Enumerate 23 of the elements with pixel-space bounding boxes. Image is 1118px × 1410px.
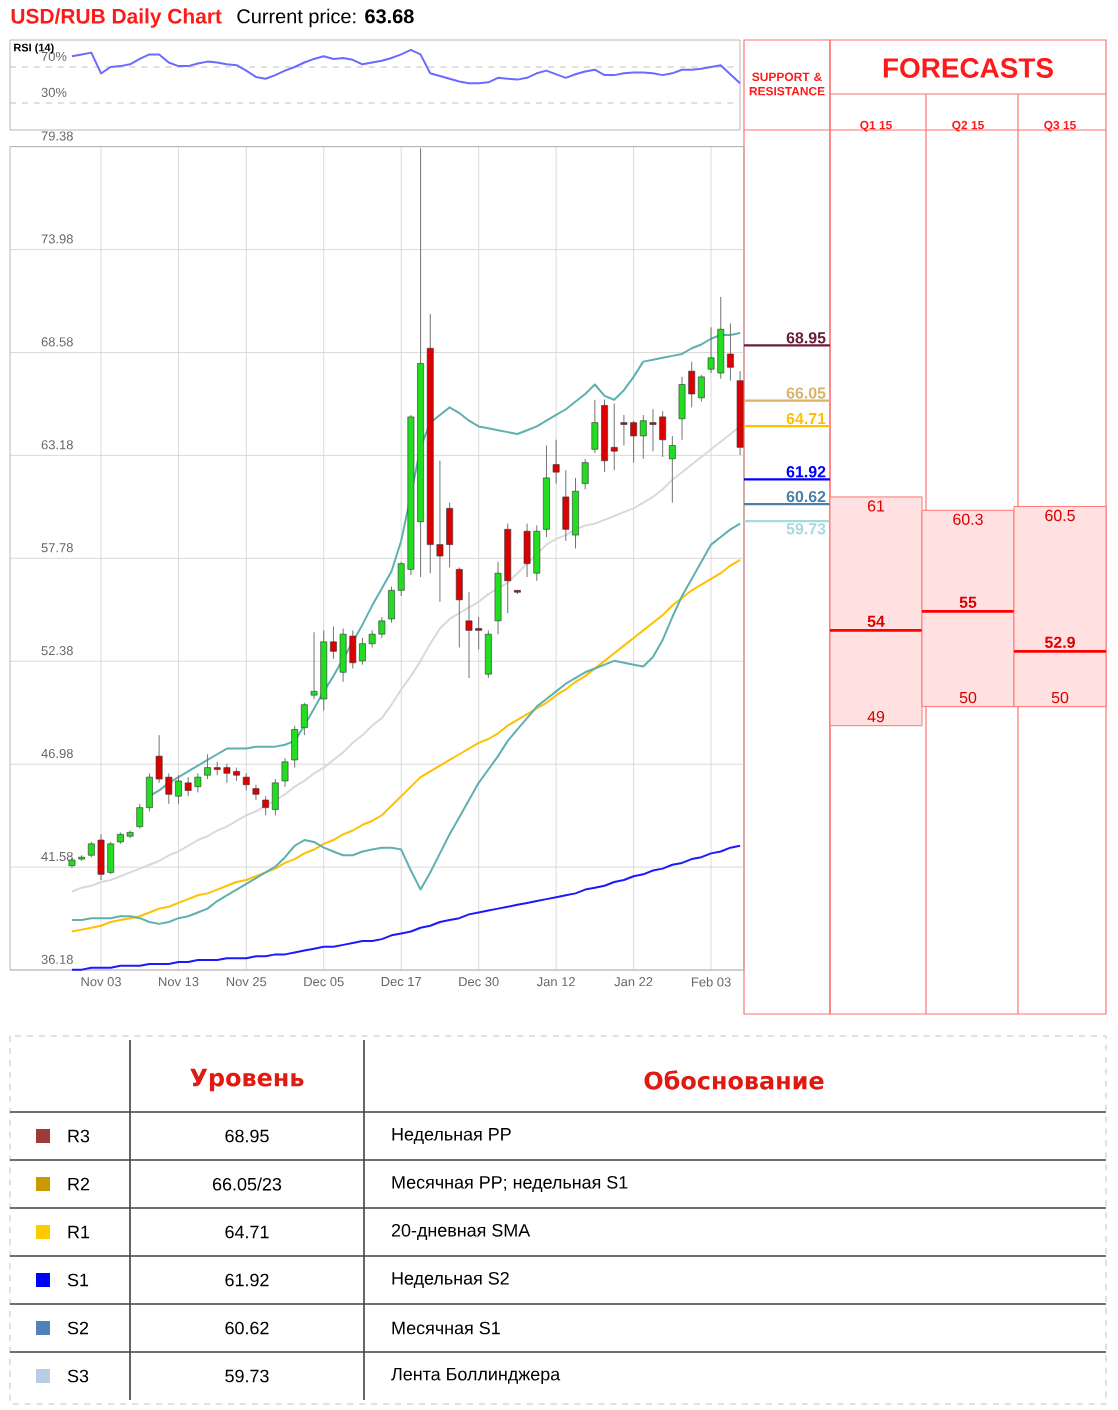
category-label: R1 [68,1225,90,1239]
category-label: R3 [68,1129,90,1143]
text: Обоснование [644,1070,824,1090]
chart-subtitle: Current price: 63.68 [237,8,414,28]
category-label: S1 [67,1273,89,1287]
text: Лента Боллинджера [391,1367,561,1385]
text: Недельная S2 [392,1271,509,1289]
category-label: R2 [68,1177,90,1191]
text: FORECASTS [883,58,1053,78]
text: Недельная PP [392,1128,511,1144]
text: 68.95 [225,1129,269,1143]
text: 66.05/23 [213,1177,282,1191]
chart-title: USD/RUB Daily Chart [11,8,222,28]
text: 64.71 [225,1225,269,1239]
text: 59.73 [225,1369,269,1383]
text: 20-дневная SMA [391,1223,531,1241]
category-label: S3 [67,1369,89,1383]
text: 61.92 [225,1273,269,1287]
text: Месячная PP; недельная S1 [392,1175,628,1193]
category-label: S2 [67,1321,89,1335]
text: 60.62 [225,1321,269,1335]
text: Уровень [190,1068,304,1092]
text: Месячная S1 [392,1321,500,1335]
